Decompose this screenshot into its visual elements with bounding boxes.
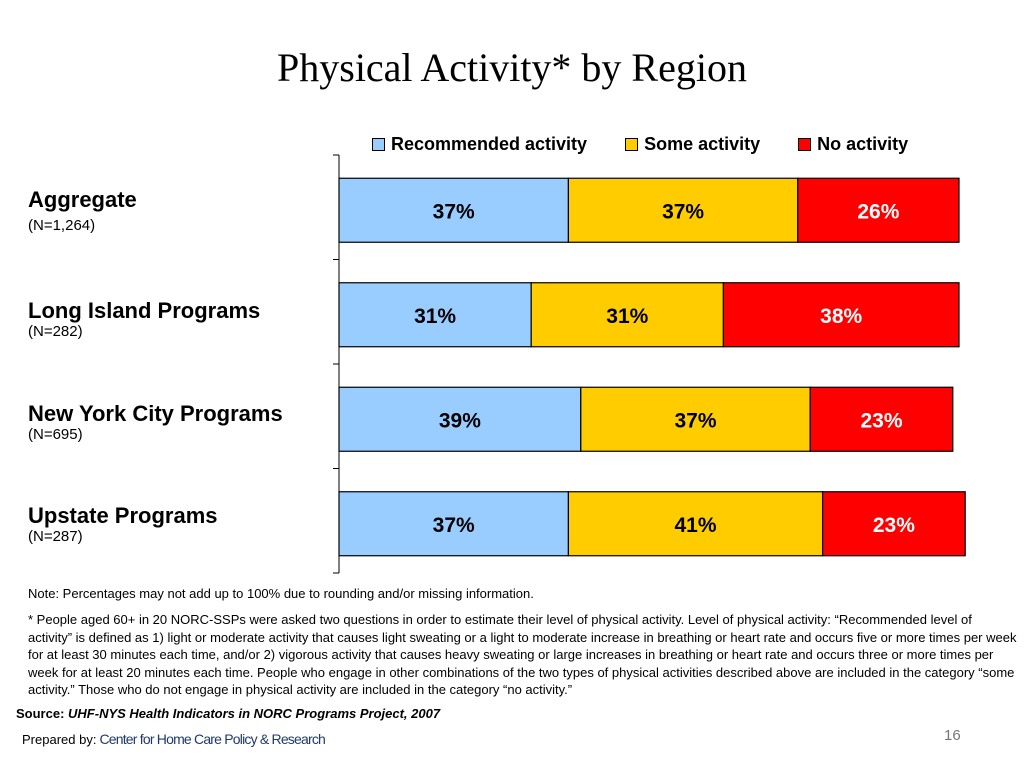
bar-segment bbox=[338, 491, 569, 557]
row-n-long-island: (N=282) bbox=[28, 323, 83, 340]
legend-item-none: No activity bbox=[798, 134, 908, 155]
data-label: 38% bbox=[820, 305, 862, 328]
stacked-bar-chart: 37% 37% 26% 31% 31% 38% 39% 37% 23% 37% 41% 23% bbox=[333, 154, 966, 574]
slide-title: Physical Activity* by Region bbox=[277, 45, 747, 90]
bar-segment bbox=[530, 282, 725, 348]
legend-item-some: Some activity bbox=[625, 134, 760, 155]
row-label-long-island: Long Island Programs bbox=[28, 298, 261, 323]
data-label: 37% bbox=[662, 200, 704, 223]
row-n-upstate: (N=287) bbox=[28, 528, 83, 545]
row-label-nyc: New York City Programs bbox=[28, 401, 283, 426]
page-number: 16 bbox=[944, 727, 961, 744]
legend-item-recommended: Recommended activity bbox=[372, 134, 587, 155]
bar-segment bbox=[821, 491, 966, 557]
data-label: 31% bbox=[606, 305, 648, 328]
bar-segment bbox=[722, 282, 960, 348]
data-label: 37% bbox=[433, 514, 475, 537]
bar-segment bbox=[338, 282, 532, 348]
bar-segment bbox=[797, 177, 960, 243]
bar-segment bbox=[338, 386, 582, 452]
chart-legend: Recommended activity Some activity No ac… bbox=[372, 133, 908, 155]
bar-segment bbox=[567, 491, 824, 557]
legend-swatch-none bbox=[798, 137, 812, 151]
data-label: 37% bbox=[674, 409, 716, 432]
row-label-upstate: Upstate Programs bbox=[28, 503, 218, 528]
data-label: 26% bbox=[857, 200, 899, 223]
source-label: Source: bbox=[16, 706, 65, 721]
data-label: 23% bbox=[860, 409, 902, 432]
bar-segment bbox=[809, 386, 954, 452]
legend-label-recommended: Recommended activity bbox=[391, 133, 588, 154]
legend-swatch-recommended bbox=[372, 137, 385, 151]
data-label: 37% bbox=[433, 200, 475, 223]
rounding-note: Note: Percentages may not add up to 100%… bbox=[28, 586, 534, 601]
row-n-nyc: (N=695) bbox=[28, 426, 83, 443]
prepared-by: Prepared by: Center for Home Care Policy… bbox=[22, 731, 326, 747]
row-label-aggregate: Aggregate bbox=[28, 187, 137, 212]
bar-segment bbox=[338, 177, 569, 243]
legend-label-some: Some activity bbox=[644, 133, 761, 154]
bar-segment bbox=[580, 386, 811, 452]
source-text: UHF-NYS Health Indicators in NORC Progra… bbox=[68, 706, 441, 721]
source-line: Source: UHF-NYS Health Indicators in NOR… bbox=[16, 706, 440, 721]
row-n-aggregate: (N=1,264) bbox=[28, 217, 96, 234]
prepared-by-label: Prepared by: bbox=[22, 732, 97, 747]
data-label: 41% bbox=[674, 514, 716, 537]
legend-label-none: No activity bbox=[817, 133, 909, 154]
definition-footnote: * People aged 60+ in 20 NORC-SSPs were a… bbox=[28, 612, 1017, 697]
data-label: 31% bbox=[414, 305, 456, 328]
data-label: 39% bbox=[439, 409, 481, 432]
organization-logo: Center for Home Care Policy & Research bbox=[99, 731, 326, 747]
data-label: 23% bbox=[873, 514, 915, 537]
bar-segment bbox=[567, 177, 799, 243]
legend-swatch-some bbox=[625, 137, 639, 151]
